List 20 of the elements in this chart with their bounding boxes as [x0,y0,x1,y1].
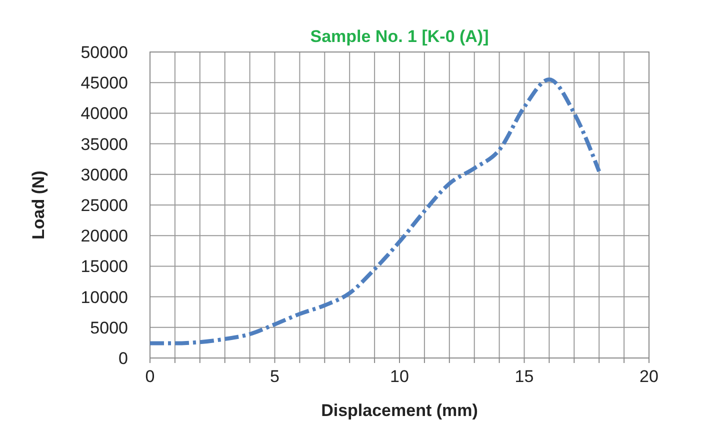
y-tick-label: 45000 [80,74,128,93]
y-tick-label: 25000 [80,196,128,215]
x-tick-label: 10 [390,367,409,386]
y-tick-label: 30000 [80,165,128,184]
y-tick-label: 5000 [90,318,128,338]
y-tick-label: 10000 [80,288,128,307]
x-tick-label: 15 [514,367,534,386]
y-tick-label: 20000 [80,226,128,246]
x-axis-title: Displacement (mm) [321,401,478,420]
chart-title: Sample No. 1 [K-0 (A)] [310,27,489,46]
y-axis-title: Load (N) [29,170,48,240]
y-tick-label: 35000 [80,134,128,154]
x-tick-label: 20 [640,367,658,386]
x-tick-label: 0 [145,367,155,386]
y-tick-label: 15000 [80,257,128,276]
line-series [148,78,602,346]
y-tick-label: 50000 [80,43,128,62]
y-tick-label: 40000 [80,104,128,124]
x-tick-label: 5 [270,367,280,386]
y-tick-label: 0 [118,349,128,368]
